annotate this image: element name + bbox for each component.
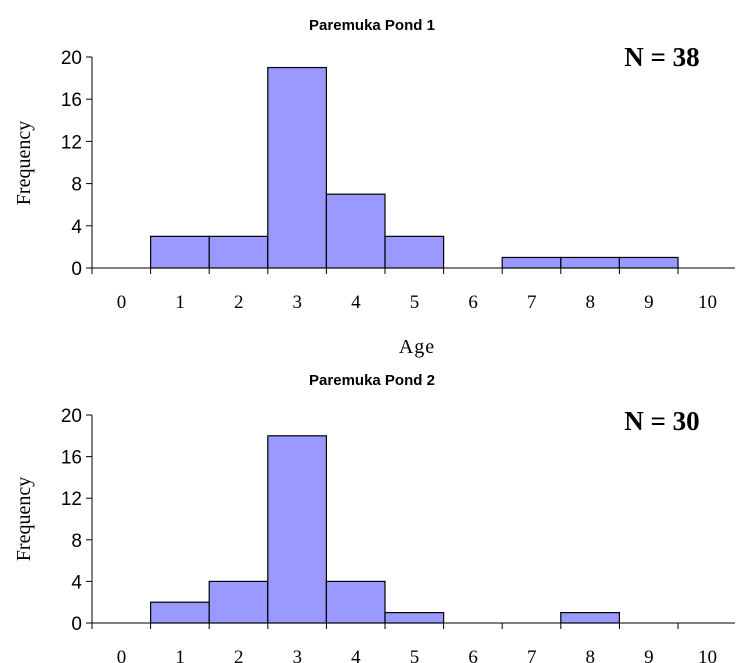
- x-tick-label: 6: [468, 292, 478, 313]
- x-tick-label: 3: [293, 292, 303, 313]
- y-tick-label: 12: [61, 132, 82, 153]
- bar-age-4: [325, 580, 386, 624]
- y-tick-label: 12: [61, 489, 82, 510]
- bar-age-9: [618, 256, 679, 269]
- x-tick-label: 10: [698, 292, 717, 313]
- chart-1-n-annotation: N = 38: [624, 42, 699, 72]
- x-tick-label: 5: [410, 292, 420, 313]
- chart-1-y-axis-label: Frequency: [13, 121, 35, 205]
- x-tick-label: 10: [698, 647, 717, 663]
- x-tick-label: 9: [644, 647, 654, 663]
- y-tick-label: 8: [71, 175, 82, 196]
- y-tick-label: 0: [71, 259, 82, 280]
- y-tick-label: 4: [71, 572, 82, 593]
- x-tick-label: 1: [175, 647, 185, 663]
- bar-age-8: [560, 256, 620, 269]
- y-tick-label: 4: [71, 217, 82, 238]
- chart-2-n-annotation: N = 30: [624, 406, 699, 436]
- bar-age-1: [150, 235, 210, 269]
- y-tick-label: 20: [61, 48, 82, 69]
- x-tick-label: 8: [586, 647, 596, 663]
- bar-age-3: [267, 435, 327, 624]
- chart-2-y-axis-label: Frequency: [13, 477, 35, 561]
- bar-age-5: [384, 611, 445, 624]
- chart-2-title: Paremuka Pond 2: [309, 372, 435, 389]
- bar-age-5: [384, 235, 445, 269]
- x-tick-label: 0: [117, 292, 127, 313]
- x-tick-label: 8: [586, 292, 596, 313]
- chart-2: Paremuka Pond 2 Frequency N = 30 0481216…: [13, 372, 735, 663]
- x-tick-label: 7: [527, 292, 537, 313]
- x-tick-label: 4: [351, 647, 361, 663]
- y-tick-label: 16: [61, 448, 82, 469]
- x-tick-label: 4: [351, 292, 361, 313]
- x-tick-label: 2: [234, 647, 244, 663]
- bar-age-8: [560, 611, 620, 624]
- x-tick-label: 7: [527, 647, 537, 663]
- x-tick-label: 9: [644, 292, 654, 313]
- chart-1-x-axis-label: Age: [399, 336, 435, 358]
- chart-1: Paremuka Pond 1 Frequency Age N = 38 0 4 8…: [13, 17, 735, 358]
- bar-age-2: [208, 235, 269, 269]
- bar-age-4: [325, 193, 386, 269]
- x-tick-label: 3: [293, 647, 303, 663]
- x-tick-label: 2: [234, 292, 244, 313]
- x-tick-label: 5: [410, 647, 420, 663]
- x-tick-label: 1: [175, 292, 185, 313]
- y-tick-label: 8: [71, 531, 82, 552]
- y-tick-label: 16: [61, 90, 82, 111]
- x-tick-label: 6: [468, 647, 478, 663]
- bar-age-2: [208, 580, 269, 624]
- chart-1-title: Paremuka Pond 1: [309, 17, 435, 34]
- y-tick-label: 0: [71, 614, 82, 635]
- y-tick-label: 20: [61, 406, 82, 427]
- x-tick-label: 0: [117, 647, 127, 663]
- bar-age-3: [267, 66, 327, 269]
- bar-age-7: [501, 256, 562, 269]
- bar-age-1: [150, 601, 210, 624]
